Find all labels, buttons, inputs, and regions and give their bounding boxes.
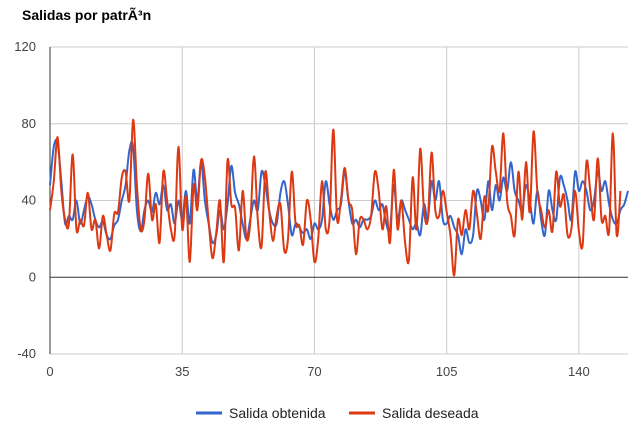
y-tick-label: -40 [17,346,36,361]
y-tick-label: 0 [29,269,36,284]
series-lines [49,118,629,277]
legend: Salida obtenida Salida deseada [196,405,479,421]
y-tick-label: 40 [22,193,36,208]
grid-lines [50,46,628,355]
series-line-obtenida [49,138,629,256]
x-tick-label: 35 [175,364,189,379]
tick-labels: 120 80 40 0 -40 0 35 70 105 140 [14,39,589,379]
series-line-deseada [49,118,622,277]
chart-title: Salidas por patrÃ³n [22,7,152,23]
x-tick-label: 105 [436,364,458,379]
axes [49,47,628,354]
legend-label: Salida deseada [382,405,479,421]
x-tick-label: 70 [307,364,321,379]
y-tick-label: 80 [22,116,36,131]
y-tick-label: 120 [14,39,36,54]
legend-label: Salida obtenida [229,405,326,421]
x-tick-label: 140 [568,364,590,379]
x-tick-label: 0 [46,364,53,379]
